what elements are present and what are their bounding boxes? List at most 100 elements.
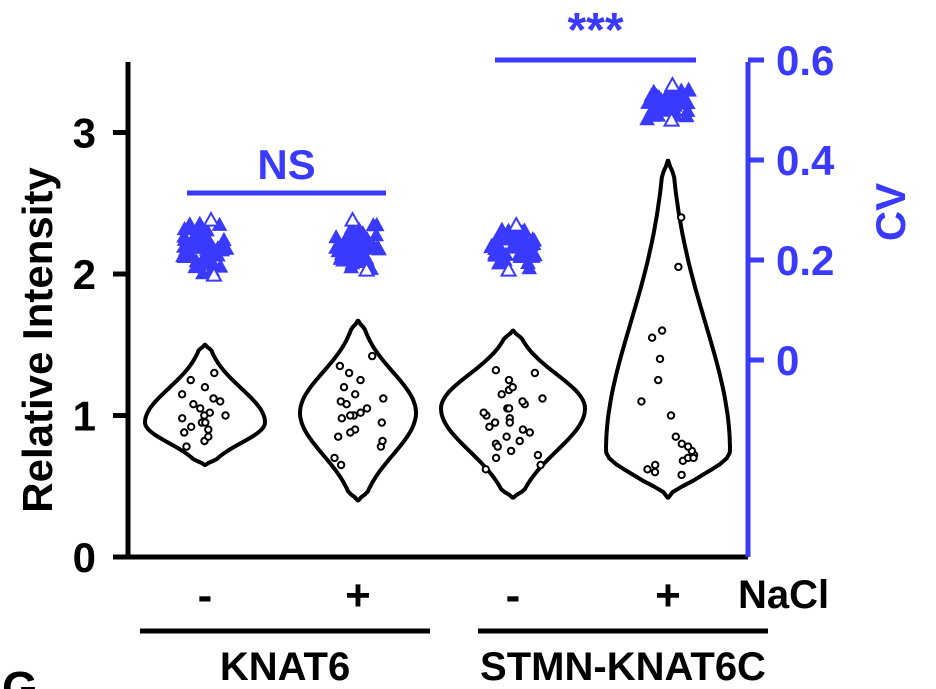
group-labels: KNAT6 STMN-KNAT6C <box>140 628 768 689</box>
cv-point <box>355 229 371 245</box>
intensity-point <box>666 411 676 420</box>
cv-scatter-layer <box>175 75 697 282</box>
cv-point <box>681 82 697 97</box>
intensity-point <box>221 411 230 420</box>
intensity-point <box>490 418 500 427</box>
intensity-point <box>344 368 354 378</box>
intensity-point <box>204 425 213 434</box>
left-axis-title: Relative Intensity <box>14 167 61 513</box>
cv-point <box>490 255 507 270</box>
intensity-point <box>655 354 665 364</box>
cv-point <box>639 111 655 126</box>
intensity-point <box>339 383 349 392</box>
group-label: STMN-KNAT6C <box>480 645 766 689</box>
intensity-point <box>479 408 488 417</box>
cv-point <box>361 240 378 255</box>
intensity-point <box>637 397 646 406</box>
cv-point <box>339 228 355 243</box>
intensity-point <box>187 422 196 431</box>
right-axis-tick-label: 0.4 <box>776 137 835 184</box>
cv-point <box>187 258 204 274</box>
cv-point <box>357 260 376 277</box>
right-axis-title: CV <box>867 183 914 241</box>
cv-point <box>365 217 382 232</box>
cv-point <box>328 239 344 254</box>
intensity-point <box>671 432 680 441</box>
intensity-point <box>493 442 502 451</box>
x-factor-label: NaCl <box>738 573 829 617</box>
x-category-labels: - + - + <box>198 571 681 620</box>
cv-point <box>650 95 666 110</box>
intensity-point <box>674 262 683 272</box>
violin-shape <box>143 342 267 467</box>
intensity-point <box>200 411 209 420</box>
cv-point <box>176 220 193 236</box>
intensity-point <box>356 375 365 385</box>
intensity-point <box>525 428 534 437</box>
intensity-point <box>362 404 372 413</box>
violin-shape <box>604 158 732 500</box>
right-axis-tick-label: 0.2 <box>776 237 834 284</box>
cv-point <box>677 92 693 107</box>
cv-point <box>347 253 364 268</box>
cv-point <box>499 260 518 277</box>
intensity-point <box>186 375 195 385</box>
violin-layer <box>143 158 732 503</box>
intensity-point <box>502 432 511 441</box>
intensity-point <box>677 213 686 222</box>
intensity-point <box>336 397 345 406</box>
intensity-point <box>178 414 187 423</box>
intensity-point <box>346 428 355 437</box>
cv-point <box>507 215 525 232</box>
intensity-point <box>368 351 377 361</box>
significance-layer: NS *** <box>187 4 696 196</box>
intensity-point <box>651 460 660 470</box>
intensity-points-layer <box>177 213 699 480</box>
cv-point <box>351 237 368 252</box>
left-axis-tick-label: 3 <box>73 110 96 157</box>
intensity-point <box>334 432 343 441</box>
intensity-point <box>647 333 657 342</box>
intensity-point <box>689 453 698 463</box>
left-axis-ticks: 0 1 2 3 <box>73 110 128 581</box>
cv-point <box>487 247 504 262</box>
intensity-point <box>209 394 218 403</box>
intensity-point <box>180 428 189 437</box>
left-axis-tick-label: 1 <box>73 393 96 440</box>
intensity-point <box>336 460 346 470</box>
intensity-point <box>538 394 547 403</box>
intensity-point <box>196 404 205 413</box>
cv-point <box>202 210 220 227</box>
intensity-point <box>330 453 339 463</box>
cv-point <box>487 233 504 248</box>
cv-point <box>216 231 232 247</box>
intensity-point <box>677 470 686 480</box>
intensity-point <box>216 397 225 406</box>
cv-point <box>205 265 223 282</box>
intensity-point <box>485 422 494 431</box>
intensity-point <box>377 418 386 427</box>
intensity-point <box>378 436 387 446</box>
intensity-point <box>491 453 501 463</box>
x-category-label: + <box>345 571 371 620</box>
intensity-point <box>204 432 213 441</box>
intensity-point <box>491 366 501 375</box>
cv-point <box>526 232 543 247</box>
intensity-point <box>210 368 219 378</box>
significance-label: *** <box>567 4 623 57</box>
group-label: KNAT6 <box>220 645 350 689</box>
intensity-point <box>177 390 187 399</box>
cv-point <box>504 238 521 253</box>
intensity-point <box>189 400 198 409</box>
x-category-label: - <box>198 571 213 620</box>
intensity-point <box>533 450 543 460</box>
significance-label: NS <box>257 141 315 188</box>
x-category-label: + <box>655 571 681 620</box>
intensity-point <box>337 414 346 423</box>
left-axis-tick-label: 0 <box>73 534 96 581</box>
intensity-point <box>200 383 210 392</box>
intensity-point <box>654 375 663 385</box>
intensity-point <box>650 467 660 477</box>
x-category-label: - <box>506 571 521 620</box>
cv-point <box>192 231 209 246</box>
